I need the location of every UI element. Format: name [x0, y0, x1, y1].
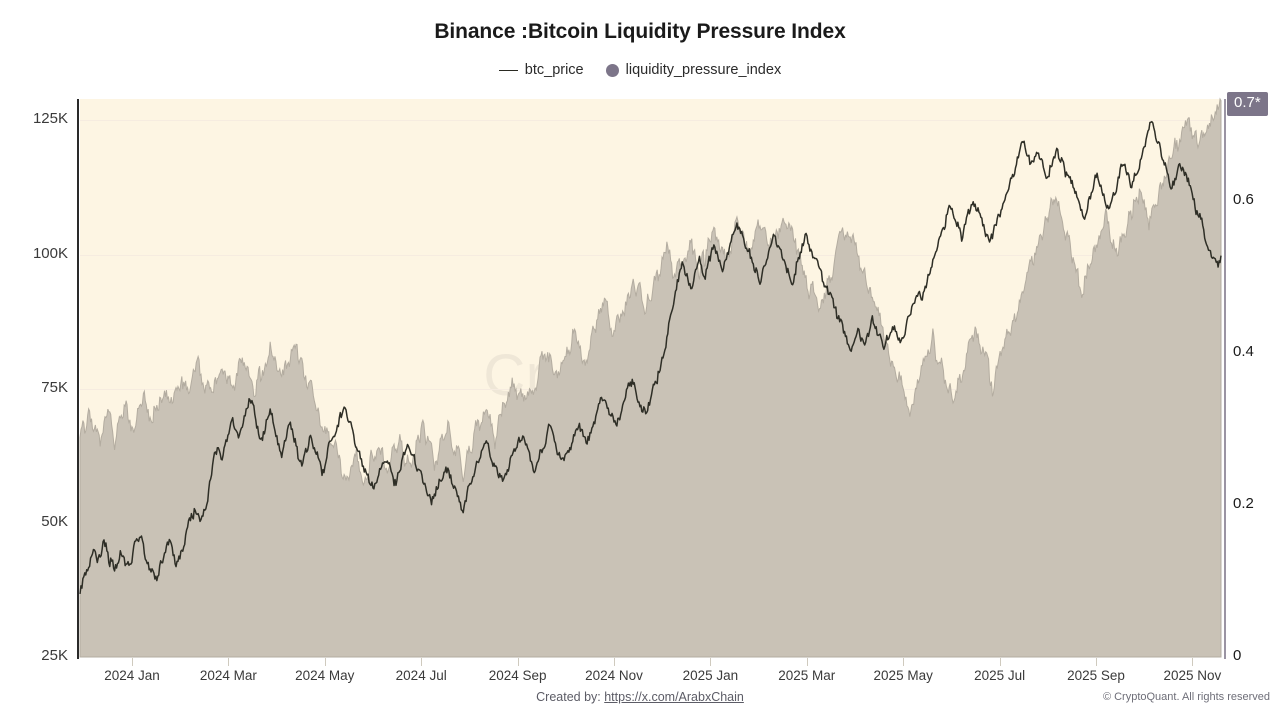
x-axis-tick-label: 2025 Jan: [682, 668, 739, 683]
x-axis-tick: [1192, 658, 1193, 666]
page-title: Binance :Bitcoin Liquidity Pressure Inde…: [434, 20, 846, 43]
x-axis-tick: [325, 658, 326, 666]
y-axis-left-tick-label: 50K: [41, 512, 68, 530]
y-axis-right-tick-label: 0.2: [1233, 495, 1254, 513]
x-axis-tick: [903, 658, 904, 666]
chart-legend: btc_price liquidity_pressure_index: [0, 62, 1280, 78]
legend-item-btc-price[interactable]: btc_price: [498, 62, 584, 78]
x-axis-tick-label: 2024 Nov: [585, 668, 643, 683]
y-axis-right-tick-label: 0: [1233, 647, 1242, 664]
x-axis-tick-label: 2025 Nov: [1163, 668, 1222, 683]
x-axis-tick-label: 2025 May: [873, 668, 933, 683]
y-axis-left-tick-label: 100K: [32, 244, 68, 262]
gridline: [80, 120, 1221, 121]
x-axis-tick-label: 2024 Jan: [104, 668, 160, 683]
x-axis-tick-label: 2025 Jul: [974, 668, 1026, 683]
x-axis-tick: [614, 658, 615, 666]
y-axis-left-line: [77, 99, 79, 659]
gridline: [80, 523, 1221, 524]
y-axis-right-tick-label: 0.6: [1233, 191, 1254, 209]
x-axis-tick-label: 2025 Mar: [778, 668, 836, 683]
y-axis-left-tick-label: 75K: [41, 378, 68, 396]
x-axis-tick-label: 2024 Mar: [199, 668, 257, 683]
x-axis-tick-label: 2024 Sep: [488, 668, 547, 683]
x-axis-tick-label: 2025 Sep: [1067, 668, 1125, 683]
x-axis-tick: [518, 658, 519, 666]
x-axis-tick: [1000, 658, 1001, 666]
gridline: [80, 255, 1221, 256]
footer-credit-prefix: Created by:: [536, 690, 605, 704]
line-marker-icon: [498, 69, 518, 71]
circle-marker-icon: [605, 63, 619, 77]
y-axis-left-tick-label: 25K: [41, 647, 68, 664]
x-axis-tick: [710, 658, 711, 666]
footer-copyright: © CryptoQuant. All rights reserved: [1102, 691, 1270, 703]
y-axis-right-tick-label: 0.4: [1233, 343, 1254, 361]
x-axis-tick-label: 2024 May: [295, 668, 355, 683]
legend-item-liquidity-pressure-index[interactable]: liquidity_pressure_index: [605, 62, 782, 78]
legend-label-btc-price: btc_price: [524, 62, 584, 78]
x-axis-tick: [421, 658, 422, 666]
footer-credit: Created by: https://x.com/ArabxChain: [0, 690, 1280, 704]
gridline: [80, 389, 1221, 390]
legend-label-liquidity-pressure-index: liquidity_pressure_index: [625, 62, 782, 78]
status-badge: 0.7*: [1227, 92, 1268, 116]
x-axis-tick-label: 2024 Jul: [395, 668, 447, 683]
footer-credit-link[interactable]: https://x.com/ArabxChain: [604, 690, 744, 704]
y-axis-right-line: [1224, 99, 1226, 659]
y-axis-left-tick-label: 125K: [32, 110, 68, 128]
x-axis-tick: [1096, 658, 1097, 666]
x-axis-tick: [228, 658, 229, 666]
x-axis-tick: [132, 658, 133, 666]
x-axis-tick: [807, 658, 808, 666]
plot-background: [80, 99, 1221, 657]
